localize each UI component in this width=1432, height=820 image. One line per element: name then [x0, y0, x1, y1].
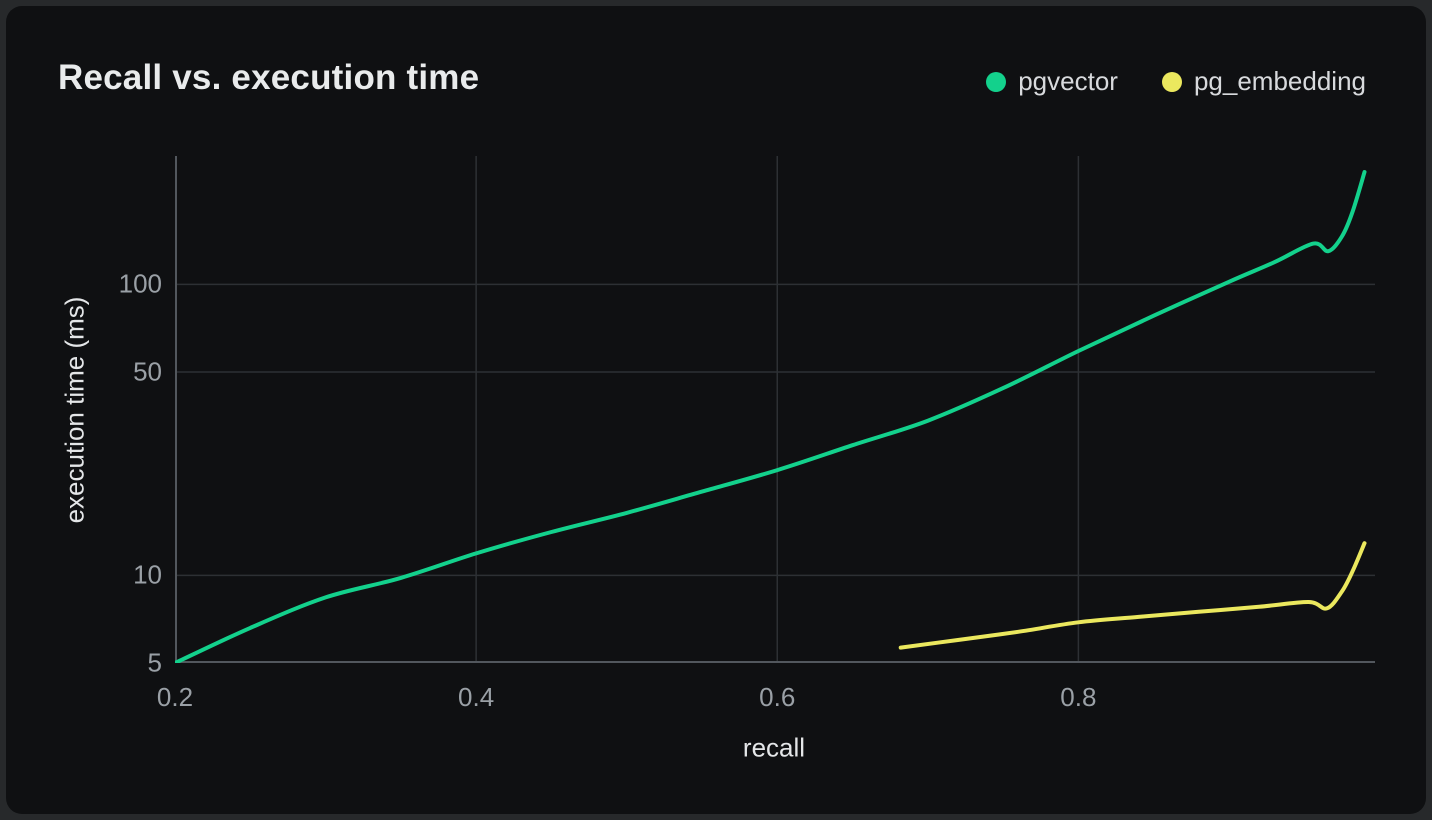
y-tick-label: 5 — [147, 647, 162, 678]
chart-title: Recall vs. execution time — [58, 58, 480, 97]
chart-card: Recall vs. execution time pgvector pg_em… — [6, 6, 1426, 814]
y-tick-label: 100 — [118, 268, 162, 299]
series-line-pg_embedding — [898, 541, 1367, 650]
x-tick-label: 0.2 — [156, 682, 194, 712]
legend-item-pg-embedding[interactable]: pg_embedding — [1161, 66, 1366, 97]
x-tick-label: 0.8 — [1060, 682, 1097, 712]
legend-dot-pg-embedding-icon — [1161, 71, 1182, 92]
x-axis-title: recall — [742, 732, 806, 763]
legend-label-pgvector: pgvector — [1018, 66, 1118, 96]
legend-item-pgvector[interactable]: pgvector — [986, 66, 1118, 97]
x-tick-label: 0.6 — [759, 682, 796, 712]
series-line-pgvector — [175, 170, 1367, 663]
y-axis-title: execution time (ms) — [59, 296, 90, 524]
x-tick-label: 0.4 — [458, 682, 495, 712]
y-tick-label: 50 — [133, 356, 162, 387]
legend: pgvector pg_embedding — [986, 66, 1366, 97]
legend-dot-pgvector-icon — [986, 71, 1007, 92]
plot-area — [175, 156, 1375, 663]
y-tick-label: 10 — [133, 559, 162, 590]
legend-label-pg-embedding: pg_embedding — [1193, 66, 1366, 96]
